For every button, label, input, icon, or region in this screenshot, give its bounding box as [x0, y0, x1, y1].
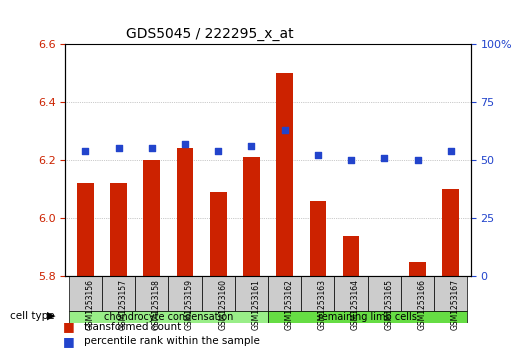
Text: GSM1253164: GSM1253164	[351, 279, 360, 330]
Bar	[77, 183, 94, 277]
Text: remaining limb cells: remaining limb cells	[319, 312, 417, 322]
Point	[181, 141, 189, 147]
FancyBboxPatch shape	[335, 277, 368, 311]
Bar	[310, 201, 326, 277]
Bar	[442, 189, 459, 277]
FancyBboxPatch shape	[235, 277, 268, 311]
Point	[81, 148, 89, 154]
FancyBboxPatch shape	[69, 277, 102, 311]
Bar	[409, 262, 426, 277]
FancyBboxPatch shape	[135, 277, 168, 311]
Point	[247, 143, 256, 149]
Bar	[243, 157, 260, 277]
FancyBboxPatch shape	[268, 311, 468, 323]
Text: GSM1253166: GSM1253166	[417, 279, 427, 330]
Bar	[110, 183, 127, 277]
FancyBboxPatch shape	[368, 277, 401, 311]
Text: GSM1253162: GSM1253162	[285, 279, 293, 330]
Text: GSM1253156: GSM1253156	[85, 279, 94, 330]
FancyBboxPatch shape	[301, 277, 335, 311]
Point	[280, 127, 289, 132]
Point	[115, 146, 123, 151]
Bar	[143, 160, 160, 277]
FancyBboxPatch shape	[268, 277, 301, 311]
Text: GSM1253158: GSM1253158	[152, 279, 161, 330]
Text: chondrocyte condensation: chondrocyte condensation	[104, 312, 233, 322]
FancyBboxPatch shape	[434, 277, 468, 311]
Text: GSM1253157: GSM1253157	[119, 279, 128, 330]
Text: GSM1253165: GSM1253165	[384, 279, 393, 330]
Point	[347, 157, 355, 163]
Text: GSM1253160: GSM1253160	[218, 279, 227, 330]
Text: ▶: ▶	[47, 311, 55, 321]
Text: GSM1253161: GSM1253161	[252, 279, 260, 330]
Point	[413, 157, 422, 163]
Point	[147, 146, 156, 151]
Point	[314, 152, 322, 158]
Text: transformed count: transformed count	[84, 322, 181, 332]
Text: GSM1253163: GSM1253163	[318, 279, 327, 330]
Bar	[177, 148, 194, 277]
Point	[380, 155, 389, 160]
FancyBboxPatch shape	[168, 277, 201, 311]
Text: GDS5045 / 222295_x_at: GDS5045 / 222295_x_at	[126, 27, 294, 41]
Text: percentile rank within the sample: percentile rank within the sample	[84, 336, 259, 346]
Text: ■: ■	[63, 335, 74, 348]
Text: cell type: cell type	[10, 311, 55, 321]
Bar	[276, 73, 293, 277]
Point	[214, 148, 222, 154]
Bar	[343, 236, 359, 277]
Text: ■: ■	[63, 320, 74, 333]
Bar	[376, 277, 393, 346]
Point	[447, 148, 455, 154]
Text: GSM1253159: GSM1253159	[185, 279, 194, 330]
Bar	[210, 192, 226, 277]
FancyBboxPatch shape	[401, 277, 434, 311]
Text: GSM1253167: GSM1253167	[451, 279, 460, 330]
FancyBboxPatch shape	[102, 277, 135, 311]
FancyBboxPatch shape	[69, 311, 268, 323]
FancyBboxPatch shape	[201, 277, 235, 311]
